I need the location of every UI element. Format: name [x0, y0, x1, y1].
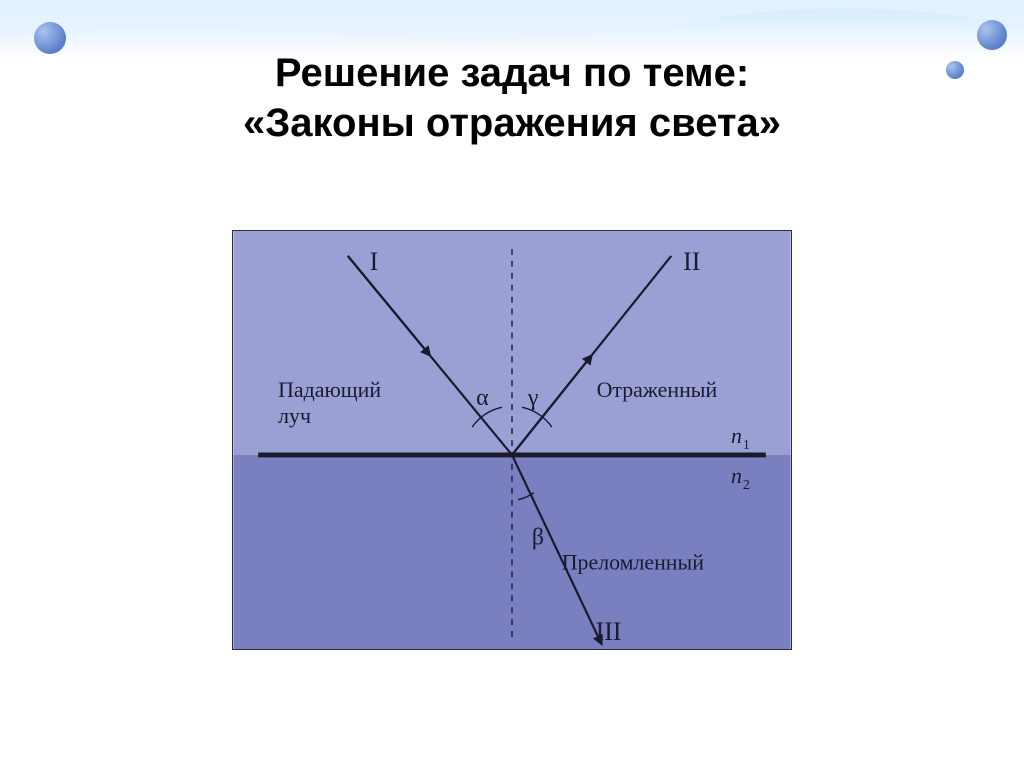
svg-text:γ: γ [527, 385, 539, 411]
page-title: Решение задач по теме: «Законы отражения… [0, 48, 1024, 148]
svg-text:α: α [476, 385, 489, 411]
title-line-1: Решение задач по теме: [275, 51, 749, 95]
title-line-2: «Законы отражения света» [243, 101, 781, 145]
svg-text:Преломленный: Преломленный [562, 549, 704, 574]
svg-text:1: 1 [743, 438, 750, 453]
svg-text:III: III [596, 617, 622, 646]
svg-text:Падающий: Падающий [278, 377, 381, 402]
svg-text:I: I [370, 247, 379, 276]
svg-text:II: II [683, 247, 700, 276]
svg-text:n: n [731, 463, 742, 488]
svg-text:Отраженный: Отраженный [597, 377, 718, 402]
svg-text:n: n [731, 423, 742, 448]
reflection-diagram: IIIIIIαγβПадающийлучОтраженныйПреломленн… [232, 230, 792, 650]
svg-text:луч: луч [278, 403, 311, 428]
svg-text:2: 2 [743, 478, 750, 493]
diagram-svg: IIIIIIαγβПадающийлучОтраженныйПреломленн… [233, 231, 791, 649]
svg-text:β: β [532, 525, 544, 551]
